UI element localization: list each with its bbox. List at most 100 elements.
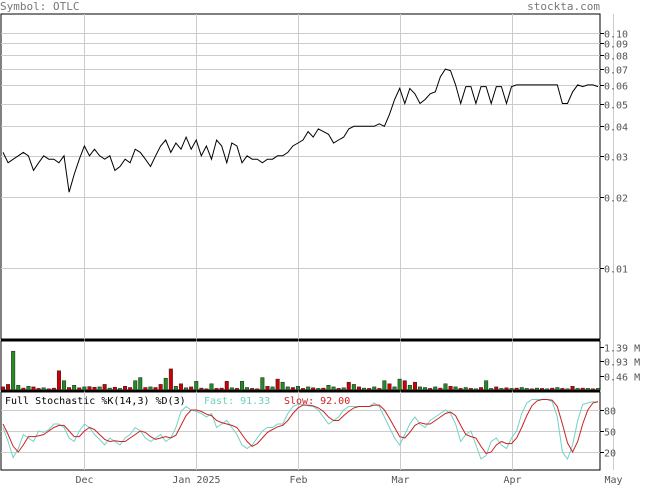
- symbol-value: OTLC: [52, 0, 80, 13]
- volume-bar: [377, 388, 382, 391]
- volume-bar: [417, 386, 422, 391]
- volume-bar: [423, 387, 428, 391]
- volume-bar: [56, 370, 61, 391]
- volume-bar: [26, 386, 31, 391]
- price-tick-label: 0.09: [604, 40, 628, 51]
- volume-bar: [107, 387, 112, 391]
- x-tick-label: Mar: [391, 475, 409, 486]
- volume-bar: [387, 383, 392, 391]
- volume-bar: [550, 387, 555, 391]
- volume-bar: [407, 385, 412, 391]
- volume-bar: [484, 380, 489, 391]
- volume-bar: [321, 387, 326, 391]
- volume-bar: [51, 387, 56, 391]
- volume-bar: [443, 383, 448, 391]
- volume-bar: [46, 388, 51, 391]
- volume-bar: [270, 386, 275, 391]
- volume-bar: [285, 386, 290, 391]
- volume-bar: [280, 381, 285, 391]
- volume-bar: [346, 381, 351, 391]
- volume-bar: [82, 386, 87, 391]
- volume-bar: [87, 386, 92, 391]
- volume-bar: [397, 378, 402, 391]
- volume-bar: [143, 387, 148, 391]
- volume-bar: [133, 380, 138, 391]
- price-tick-label: 0.10: [604, 30, 628, 41]
- volume-bar: [240, 381, 245, 391]
- volume-bar: [31, 386, 36, 391]
- volume-bar: [234, 388, 239, 391]
- volume-bar: [36, 388, 41, 391]
- volume-bar: [92, 386, 97, 391]
- volume-bar: [245, 387, 250, 391]
- stoch-slow-line: [2, 399, 599, 454]
- volume-bar: [331, 386, 336, 391]
- x-tick-label: Feb: [289, 475, 307, 486]
- volume-bar: [21, 387, 26, 391]
- stoch-tick-label: 50: [604, 428, 616, 439]
- volume-bar: [428, 388, 433, 391]
- symbol-prefix: Symbol:: [0, 0, 53, 13]
- volume-bar: [163, 377, 168, 391]
- volume-bar: [524, 388, 529, 391]
- price-tick-label: 0.08: [604, 52, 628, 63]
- volume-bar: [290, 387, 295, 391]
- volume-bar: [229, 387, 234, 391]
- volume-bar: [438, 387, 443, 391]
- volume-bar: [575, 388, 580, 391]
- price-tick-label: 0.01: [604, 265, 628, 276]
- volume-bar: [219, 387, 224, 391]
- volume-bar: [534, 387, 539, 391]
- volume-bar: [0, 386, 5, 391]
- price-tick-label: 0.04: [604, 123, 628, 134]
- price-tick-label: 0.07: [604, 66, 628, 77]
- volume-bar: [519, 387, 524, 391]
- volume-bar: [504, 387, 509, 391]
- volume-bar: [570, 386, 575, 391]
- volume-bar: [458, 388, 463, 391]
- volume-bar: [595, 388, 600, 391]
- volume-bar: [178, 383, 183, 391]
- volume-bar: [555, 387, 560, 391]
- volume-bar: [67, 387, 72, 391]
- volume-bar: [479, 387, 484, 391]
- volume-bar: [453, 386, 458, 391]
- volume-bar: [123, 386, 128, 391]
- volume-bar: [16, 385, 21, 391]
- volume-bar: [529, 388, 534, 391]
- volume-bar: [102, 384, 107, 391]
- volume-bar: [326, 385, 331, 391]
- volume-bar: [448, 386, 453, 391]
- volume-panel-frame: [0, 340, 601, 391]
- price-line: [2, 68, 599, 193]
- volume-bar: [153, 387, 158, 391]
- volume-bar: [194, 381, 199, 391]
- volume-bar: [367, 388, 372, 391]
- price-tick-label: 0.02: [604, 194, 628, 205]
- volume-bar: [173, 386, 178, 391]
- stoch-title: Full Stochastic %K(14,3) %D(3): [5, 396, 186, 407]
- volume-bar: [301, 388, 306, 391]
- volume-bar: [199, 387, 204, 391]
- volume-bar: [473, 388, 478, 391]
- volume-bar: [494, 386, 499, 391]
- volume-bar: [392, 386, 397, 391]
- volume-bar: [295, 386, 300, 391]
- volume-bar: [311, 387, 316, 391]
- volume-bar: [214, 388, 219, 391]
- volume-bar: [351, 384, 356, 391]
- volume-bar: [356, 386, 361, 391]
- volume-bar: [260, 377, 265, 391]
- volume-bar: [336, 388, 341, 391]
- volume-tick-label: 0.93 M: [604, 358, 640, 369]
- volume-bar: [433, 386, 438, 391]
- stoch-tick-label: 80: [604, 407, 616, 418]
- volume-bar: [168, 368, 173, 391]
- volume-bar: [72, 385, 77, 391]
- volume-bar: [509, 388, 514, 391]
- volume-bar: [382, 380, 387, 391]
- volume-bar: [590, 388, 595, 391]
- volume-bar: [97, 386, 102, 391]
- volume-bar: [275, 378, 280, 391]
